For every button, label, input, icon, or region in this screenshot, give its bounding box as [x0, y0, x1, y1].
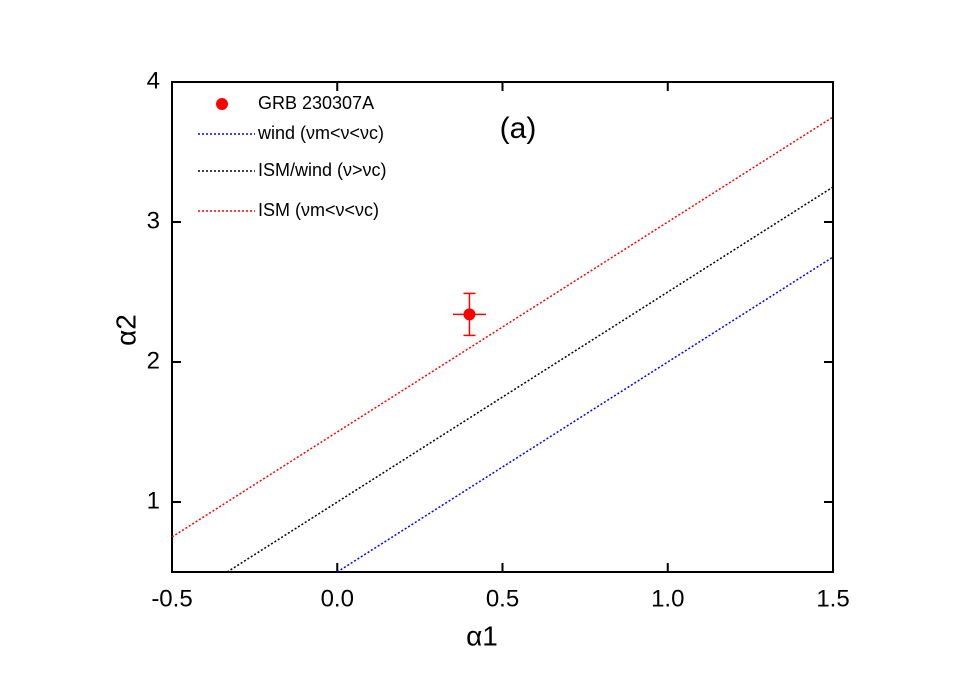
- line-series: [336, 256, 834, 573]
- y-tick-label: 3: [147, 207, 160, 234]
- line-series: [226, 186, 834, 573]
- x-tick-label: 1.0: [651, 585, 684, 612]
- legend-marker: [216, 98, 228, 110]
- y-axis-label: α2: [110, 314, 141, 346]
- x-tick-label: 0.0: [321, 585, 354, 612]
- legend-label: ISM/wind (ν>νc): [258, 160, 387, 180]
- legend-label: ISM (νm<ν<νc): [258, 200, 379, 220]
- legend-label: wind (νm<ν<νc): [257, 123, 384, 143]
- x-tick-label: 1.5: [816, 585, 849, 612]
- y-tick-label: 2: [147, 347, 160, 374]
- y-tick-label: 1: [147, 487, 160, 514]
- legend-label: GRB 230307A: [258, 93, 374, 113]
- x-tick-label: 0.5: [486, 585, 519, 612]
- annotation: (a): [500, 112, 537, 145]
- line-series: [171, 116, 834, 538]
- y-tick-label: 4: [147, 67, 160, 94]
- x-tick-label: -0.5: [151, 585, 192, 612]
- plot-frame: [171, 81, 834, 573]
- data-point: [463, 308, 476, 321]
- x-axis-label: α1: [466, 620, 498, 651]
